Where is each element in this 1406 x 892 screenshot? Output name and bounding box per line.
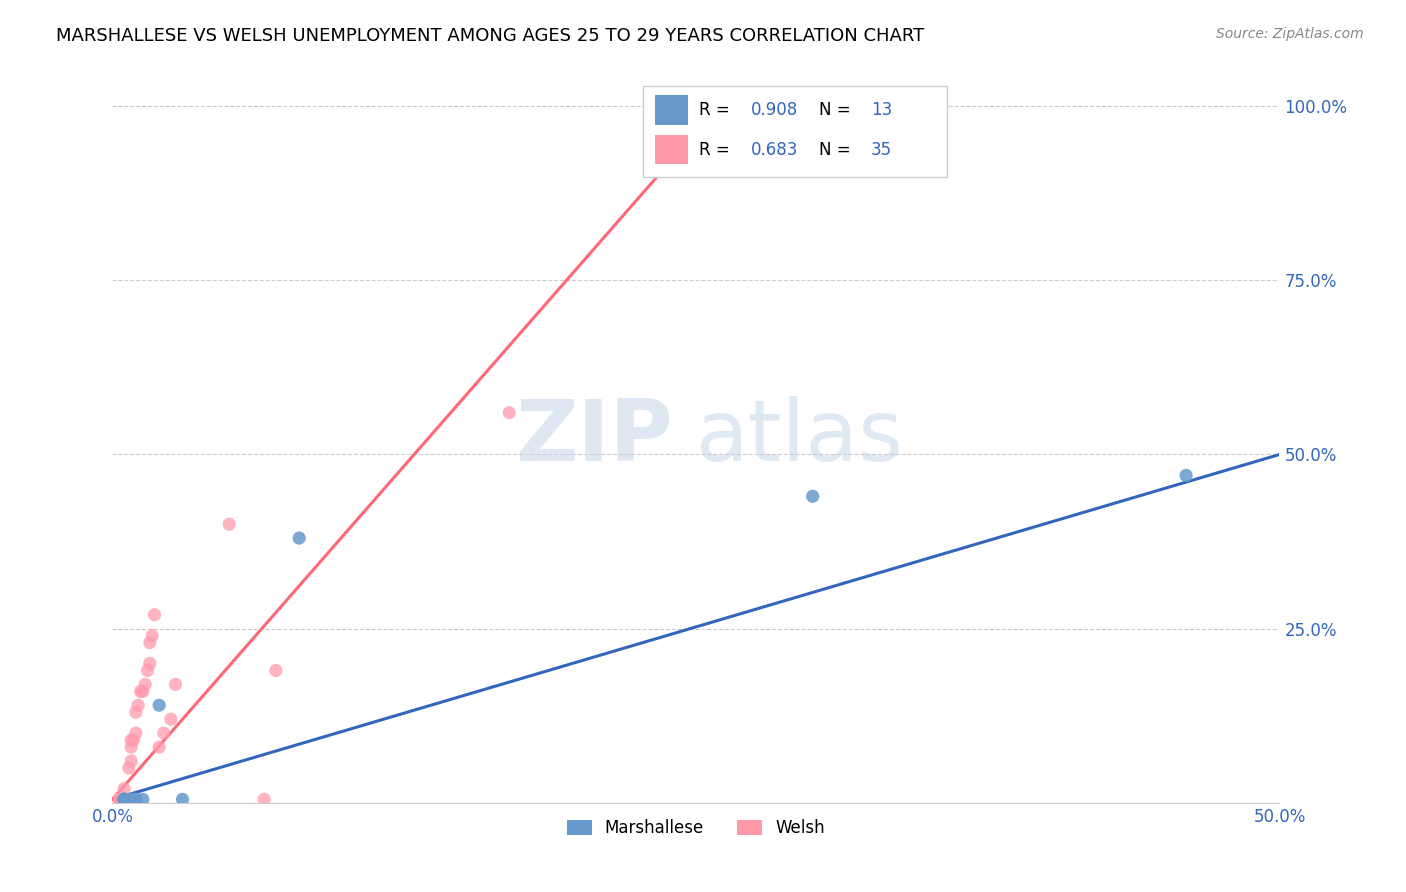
Point — [118, 792, 141, 806]
Legend: Marshallese, Welsh: Marshallese, Welsh — [558, 811, 834, 846]
Point — [112, 792, 135, 806]
Point — [253, 792, 276, 806]
Point — [125, 726, 148, 740]
Point — [120, 792, 142, 806]
Bar — [655, 95, 688, 125]
Point — [108, 792, 131, 806]
Point — [108, 792, 131, 806]
Point — [112, 792, 135, 806]
Point — [139, 657, 162, 671]
Point — [141, 629, 163, 643]
Point — [148, 740, 170, 755]
Text: atlas: atlas — [696, 395, 904, 479]
Point — [108, 792, 131, 806]
Point — [118, 761, 141, 775]
Point — [685, 106, 707, 120]
Point — [120, 733, 142, 747]
Point — [139, 635, 162, 649]
Text: R =: R = — [699, 101, 735, 120]
Point — [112, 792, 135, 806]
Point — [172, 792, 194, 806]
Point — [143, 607, 166, 622]
Point — [125, 705, 148, 719]
Point — [685, 113, 707, 128]
Point — [108, 792, 131, 806]
Point — [134, 677, 156, 691]
Point — [112, 792, 135, 806]
Text: ZIP: ZIP — [515, 395, 672, 479]
Point — [264, 664, 287, 678]
Point — [112, 792, 135, 806]
Point — [122, 733, 145, 747]
Point — [129, 684, 152, 698]
Text: 0.908: 0.908 — [751, 101, 799, 120]
Point — [112, 792, 135, 806]
Point — [108, 792, 131, 806]
Point — [120, 754, 142, 768]
Point — [132, 792, 155, 806]
Point — [136, 664, 159, 678]
Point — [165, 677, 187, 691]
Text: 13: 13 — [872, 101, 893, 120]
FancyBboxPatch shape — [644, 86, 946, 178]
Text: MARSHALLESE VS WELSH UNEMPLOYMENT AMONG AGES 25 TO 29 YEARS CORRELATION CHART: MARSHALLESE VS WELSH UNEMPLOYMENT AMONG … — [56, 27, 925, 45]
Point — [125, 792, 148, 806]
Text: N =: N = — [818, 141, 855, 159]
Text: 35: 35 — [872, 141, 893, 159]
Text: 0.683: 0.683 — [751, 141, 799, 159]
Point — [153, 726, 176, 740]
Point — [288, 531, 311, 545]
Point — [801, 489, 824, 503]
Point — [112, 781, 135, 796]
Point — [148, 698, 170, 713]
Text: Source: ZipAtlas.com: Source: ZipAtlas.com — [1216, 27, 1364, 41]
Point — [132, 684, 155, 698]
Point — [120, 740, 142, 755]
Point — [108, 792, 131, 806]
Text: N =: N = — [818, 101, 855, 120]
Point — [160, 712, 183, 726]
Point — [218, 517, 240, 532]
Point — [125, 792, 148, 806]
Point — [112, 792, 135, 806]
Text: R =: R = — [699, 141, 735, 159]
Point — [1175, 468, 1198, 483]
Bar — [655, 135, 688, 164]
Point — [127, 698, 149, 713]
Point — [498, 406, 520, 420]
